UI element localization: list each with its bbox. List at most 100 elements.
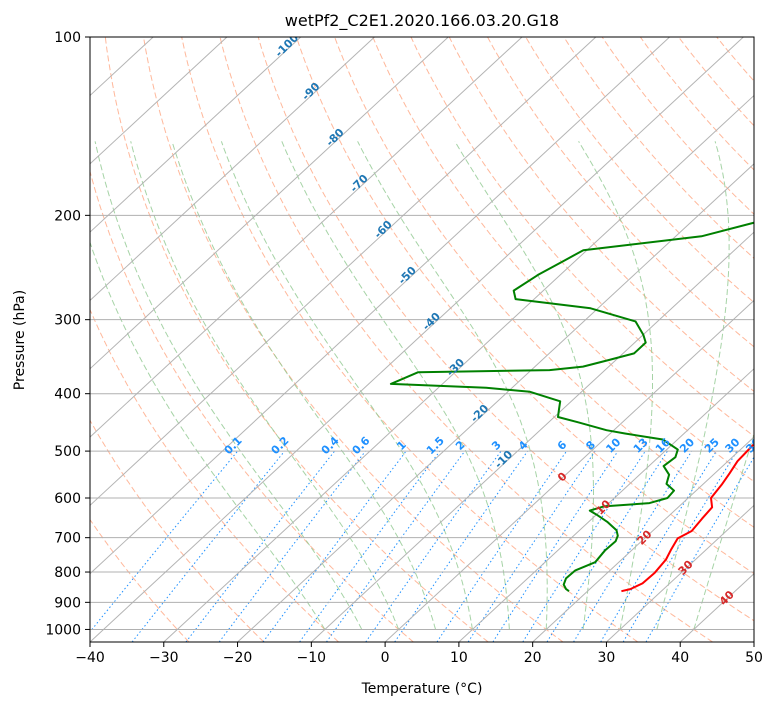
x-tick-label: −30 (149, 650, 179, 666)
y-tick-label: 200 (54, 208, 81, 224)
x-tick-label: 20 (524, 650, 542, 666)
moist-adiabat (454, 141, 594, 630)
x-tick-label: −20 (223, 650, 253, 666)
x-tick-label: −40 (75, 650, 105, 666)
isotherm-line (458, 368, 754, 642)
y-tick-label: 300 (54, 313, 81, 329)
x-axis-label: Temperature (°C) (361, 681, 483, 697)
isotherm-label: -40 (420, 310, 443, 333)
background-lines (0, 37, 775, 642)
dry-adiabat (334, 37, 754, 528)
isotherm-label: -90 (299, 80, 322, 103)
isotherm-line (0, 37, 6, 642)
isotherm-line (606, 504, 754, 642)
mixing-ratio-label: 13 (631, 436, 651, 456)
chart-title: wetPf2_C2E1.2020.166.03.20.G18 (285, 11, 559, 31)
isotherm-line (90, 37, 302, 233)
x-tick-label: 10 (450, 650, 468, 666)
y-tick-label: 400 (54, 387, 81, 403)
mixing-ratio-label: 10 (603, 435, 623, 455)
dry-adiabat (487, 37, 754, 348)
moist-adiabat (578, 141, 653, 630)
mixing-ratio-line (90, 450, 238, 633)
y-tick-label: 800 (54, 565, 81, 581)
mixing-ratio-label: 20 (677, 435, 697, 455)
mixing-ratio-line (436, 450, 568, 642)
isotherm-line (384, 299, 754, 642)
mixing-ratio-label: 0.2 (269, 434, 292, 457)
gridlines (90, 36, 754, 630)
moist-adiabat (693, 432, 754, 630)
isotherm-label: -60 (372, 218, 395, 241)
x-tick-label: 0 (381, 650, 390, 666)
mixing-ratio-line (467, 450, 596, 642)
mixing-ratio-line (299, 450, 441, 642)
isotherm-line (237, 163, 754, 642)
dry-adiabat (90, 419, 265, 642)
mixing-ratio-label: 0.4 (319, 434, 342, 457)
isotherm-line (90, 37, 744, 642)
x-axis: −40 −30 −20 −10 0 10 20 30 40 50 (75, 642, 763, 666)
y-tick-label: 1000 (45, 622, 81, 638)
x-tick-label: −10 (297, 650, 327, 666)
isotherm-line (90, 37, 523, 438)
dry-adiabat (601, 37, 754, 215)
mixing-ratio-label: 0.1 (222, 434, 245, 457)
moist-adiabat (130, 141, 400, 630)
isotherm-label: -80 (323, 126, 346, 149)
dry-adiabat (295, 37, 754, 575)
mixing-ratio-label: 1.5 (424, 434, 447, 457)
isotherm-line (310, 231, 754, 642)
moist-adiabat (220, 141, 473, 630)
dry-adiabat (90, 169, 414, 642)
dry-adiabat (525, 37, 754, 304)
isotherm-line (90, 37, 375, 302)
moist-adiabat (90, 240, 326, 630)
dry-adiabat (410, 37, 754, 437)
profile-series (389, 221, 754, 593)
mixing-ratio-line (262, 450, 407, 642)
dry-adiabat (104, 37, 489, 642)
mixing-ratio-label: 30 (723, 435, 743, 455)
mixing-ratio-line (492, 450, 619, 642)
moist-adiabat (94, 141, 363, 630)
isotherm-line (90, 37, 597, 507)
moist-adiabat (171, 141, 437, 630)
mixing-ratio-line (622, 450, 738, 642)
dry-adiabat (755, 37, 775, 642)
y-tick-label: 700 (54, 531, 81, 547)
y-axis: 100 200 300 400 500 600 700 800 900 1000 (45, 30, 90, 638)
x-tick-label: 30 (598, 650, 616, 666)
dewpoint-profile (389, 221, 754, 593)
dry-adiabat (678, 37, 754, 127)
mixing-ratio-line (522, 450, 646, 642)
isotherm-line (679, 573, 754, 642)
isotherm-line (90, 37, 449, 370)
y-tick-label: 900 (54, 595, 81, 611)
moist-adiabat (281, 141, 510, 630)
mixing-ratio-line (326, 450, 466, 642)
dry-adiabat (143, 37, 564, 642)
moist-adiabat (656, 141, 730, 630)
mixing-ratio-line (365, 450, 502, 642)
mixing-ratio-label: 36 (743, 435, 763, 455)
dry-adiabat (372, 37, 754, 483)
mixing-ratio-line (218, 450, 366, 642)
isotherm-line (532, 436, 754, 642)
y-axis-label: Pressure (hPa) (12, 290, 28, 390)
mixing-ratio-line (600, 450, 717, 642)
dry-adiabat (90, 308, 339, 642)
isotherm-line (753, 641, 754, 642)
isotherm-line (90, 37, 670, 575)
y-tick-label: 600 (54, 491, 81, 507)
x-tick-label: 50 (745, 650, 763, 666)
dry-adiabat (639, 37, 754, 171)
y-tick-label: 500 (54, 444, 81, 460)
mixing-ratio-line (645, 456, 754, 642)
dry-adiabat (181, 37, 639, 642)
moist-adiabat (357, 141, 548, 630)
isotherm-label: -30 (444, 356, 467, 379)
mixing-ratio-line (185, 450, 335, 642)
isotherm-line (90, 37, 228, 165)
